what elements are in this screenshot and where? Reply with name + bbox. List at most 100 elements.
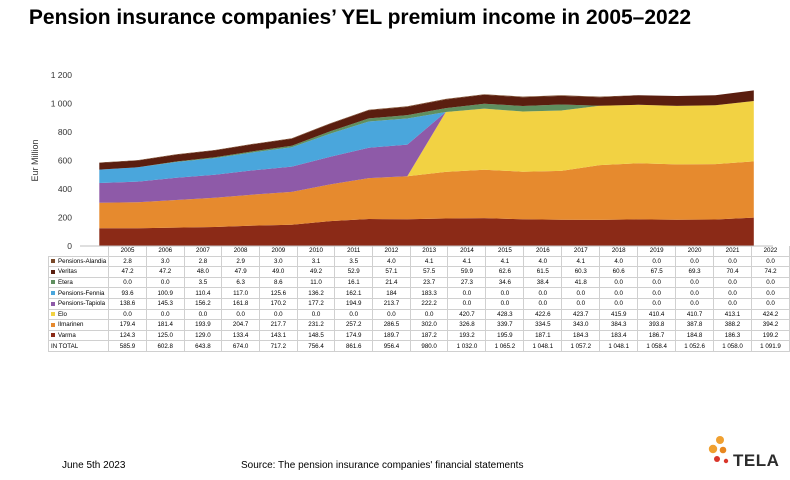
- table-cell: 34.6: [485, 276, 525, 289]
- table-cell: 222.2: [409, 297, 449, 310]
- x-tick-label: 2022: [750, 246, 790, 257]
- table-cell: 0.0: [523, 287, 563, 299]
- data-table: 2005 2006 2007 2008 2009 2010 2011 2012 2013 2014…: [47, 246, 790, 352]
- table-cell: 3.5: [334, 255, 374, 268]
- table-row: Ilmarinen 179.4 181.4 193.9 204.7 217.7 231.2 2…: [47, 319, 790, 331]
- table-cell: 302.0: [409, 319, 449, 331]
- table-cell: 0.0: [334, 308, 374, 321]
- table-row: Pensions-Alandia 2.8 3.0 2.8 2.9 3.0 3.1 3.5 4.0…: [47, 255, 790, 268]
- table-cell: 0.0: [221, 308, 260, 321]
- y-tick-label: 1 000: [51, 99, 73, 109]
- y-tick-label: 1 200: [51, 70, 73, 80]
- legend-entry: Pensions-Fennia: [47, 287, 110, 299]
- table-cell: 59.9: [447, 266, 487, 278]
- logo-dot-red-small: [723, 458, 729, 464]
- logo-dot-orange-top: [716, 436, 724, 444]
- table-cell: 602.8: [145, 340, 185, 352]
- table-cell: 0.0: [258, 308, 298, 321]
- table-cell: 124.3: [108, 329, 147, 342]
- legend-label: Pensions-Fennia: [58, 289, 105, 297]
- table-cell: 585.9: [108, 340, 147, 352]
- table-cell: 0.0: [637, 287, 677, 299]
- table-cell: 217.7: [258, 319, 298, 331]
- x-tick-label: 2018: [599, 246, 639, 257]
- table-cell: 1 048.1: [523, 340, 563, 352]
- x-tick-label: 2010: [296, 246, 336, 257]
- table-cell: 110.4: [183, 287, 223, 299]
- table-cell: 1 058.4: [637, 340, 677, 352]
- table-cell: 136.2: [296, 287, 336, 299]
- tela-logo-text: TELA: [733, 451, 780, 470]
- table-cell: 0.0: [485, 297, 525, 310]
- table-cell: 4.0: [372, 255, 411, 268]
- table-cell: 1 058.0: [713, 340, 752, 352]
- x-tick-label: 2020: [675, 246, 715, 257]
- table-cell: 420.7: [447, 308, 487, 321]
- table-cell: 0.0: [750, 297, 790, 310]
- x-tick-label: 2014: [447, 246, 487, 257]
- table-cell: 16.1: [334, 276, 374, 289]
- table-cell: 717.2: [258, 340, 298, 352]
- table-row: Pensions-Tapiola 138.6 145.3 156.2 161.8 170.…: [47, 297, 790, 310]
- table-cell: 193.2: [447, 329, 487, 342]
- table-cell: 1 052.6: [675, 340, 715, 352]
- table-cell: 2.8: [183, 255, 223, 268]
- legend-label: Pensions-Alandia: [58, 257, 107, 265]
- table-row: Pensions-Fennia 93.6 100.9 110.4 117.0 125.6 1…: [47, 287, 790, 299]
- table-cell: 0.0: [447, 287, 487, 299]
- table-row: IN TOTAL 585.9 602.8 643.8 674.0 717.2 756.4 86…: [47, 340, 790, 352]
- area-series-elo: [99, 101, 754, 203]
- legend-entry: Pensions-Alandia: [47, 255, 110, 268]
- table-cell: 956.4: [372, 340, 411, 352]
- table-corner: [49, 246, 109, 256]
- table-cell: 74.2: [750, 266, 790, 278]
- table-cell: 3.0: [145, 255, 185, 268]
- table-cell: 0.0: [108, 276, 147, 289]
- table-cell: 213.7: [372, 297, 411, 310]
- table-cell: 148.5: [296, 329, 336, 342]
- table-cell: 0.0: [183, 308, 223, 321]
- table-cell: 674.0: [221, 340, 260, 352]
- table-cell: 0.0: [675, 276, 715, 289]
- legend-entry: Pensions-Tapiola: [47, 297, 110, 310]
- table-cell: 138.6: [108, 297, 147, 310]
- table-cell: 257.2: [334, 319, 374, 331]
- table-cell: 100.9: [145, 287, 185, 299]
- table-cell: 231.2: [296, 319, 336, 331]
- table-cell: 193.9: [183, 319, 223, 331]
- table-cell: 177.2: [296, 297, 336, 310]
- table-cell: 0.0: [750, 255, 790, 268]
- table-cell: 170.2: [258, 297, 298, 310]
- table-cell: 756.4: [296, 340, 336, 352]
- area-series-pensions-fennia: [99, 101, 754, 183]
- legend-entry: IN TOTAL: [47, 340, 110, 352]
- table-cell: 0.0: [485, 287, 525, 299]
- x-tick-label: 2021: [713, 246, 752, 257]
- footer-source: Source: The pension insurance companies'…: [241, 460, 524, 471]
- table-cell: 93.6: [108, 287, 147, 299]
- table-cell: 38.4: [523, 276, 563, 289]
- table-cell: 57.1: [372, 266, 411, 278]
- table-cell: 189.7: [372, 329, 411, 342]
- table-cell: 0.0: [447, 297, 487, 310]
- legend-label: Pensions-Tapiola: [58, 300, 106, 308]
- table-cell: 187.2: [409, 329, 449, 342]
- x-tick-label: 2019: [637, 246, 677, 257]
- legend-label: Ilmarinen: [58, 321, 84, 329]
- logo-dot-red-left: [714, 456, 720, 462]
- table-cell: 4.1: [561, 255, 601, 268]
- table-cell: 0.0: [372, 308, 411, 321]
- table-cell: 8.6: [258, 276, 298, 289]
- table-cell: 0.0: [675, 297, 715, 310]
- table-cell: 393.8: [637, 319, 677, 331]
- table-row: Elo 0.0 0.0 0.0 0.0 0.0 0.0 0.0 0.0 0.0 420.7 428.3…: [47, 308, 790, 321]
- footer-date: June 5th 2023: [62, 460, 126, 471]
- table-cell: 204.7: [221, 319, 260, 331]
- table-header-row: 2005 2006 2007 2008 2009 2010 2011 2012 2013 2014…: [49, 246, 790, 257]
- table-cell: 0.0: [561, 297, 601, 310]
- table-cell: 186.3: [713, 329, 752, 342]
- table-cell: 0.0: [637, 276, 677, 289]
- tela-logo: [708, 436, 729, 464]
- y-tick-label: 400: [58, 184, 72, 194]
- table-cell: 184.8: [675, 329, 715, 342]
